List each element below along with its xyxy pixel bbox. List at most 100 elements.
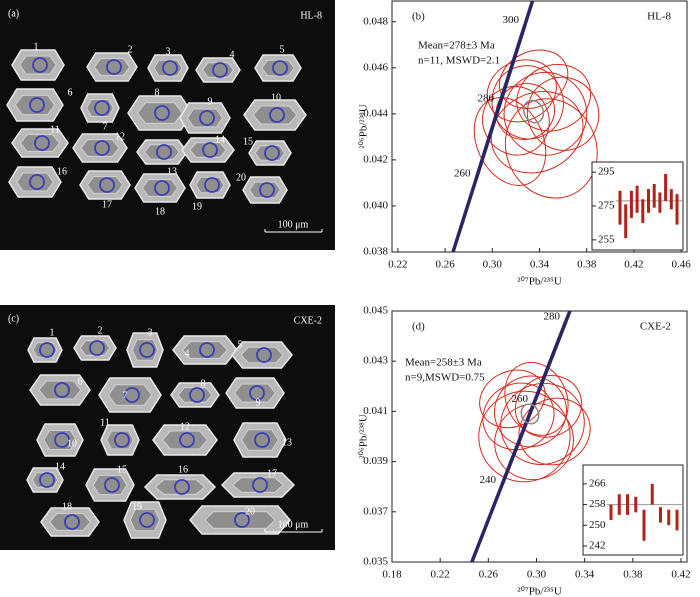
y-tick-label: 0.043 (363, 355, 388, 367)
zircon-zoning (86, 176, 124, 194)
y-tick-label: 0.045 (363, 305, 388, 317)
age-bar (658, 192, 662, 213)
x-tick-label: 0.46 (671, 259, 691, 271)
inset-tick-label: 250 (589, 519, 606, 531)
analysis-spot (139, 342, 155, 358)
y-tick-label: 0.037 (363, 505, 388, 517)
grain-number: 7 (123, 390, 128, 401)
grain-number: 9 (208, 96, 213, 107)
grain-number: 15 (117, 464, 127, 475)
grain-number: 11 (100, 417, 110, 428)
zircon-zoning (161, 430, 209, 450)
age-label: 300 (502, 14, 519, 26)
zircon-zoning (16, 172, 54, 192)
age-bar (667, 509, 671, 526)
age-marker (474, 176, 478, 180)
zircon-zoning (19, 134, 61, 152)
error-ellipse (482, 85, 550, 156)
y-tick-label: 0.035 (363, 556, 388, 568)
x-tick-label: 0.30 (527, 569, 547, 581)
x-tick-label: 0.42 (624, 259, 643, 271)
grain-number: 11 (50, 124, 60, 135)
age-bar (647, 189, 650, 213)
zircon-zoning (189, 142, 227, 158)
age-marker (564, 319, 568, 323)
analysis-spot (104, 477, 120, 493)
grain-number: 7 (103, 121, 108, 132)
age-label: 260 (454, 167, 471, 179)
grain-number: 6 (68, 87, 73, 98)
zircon-zoning (252, 105, 298, 125)
age-marker (498, 101, 502, 105)
y-tick-label: 0.042 (363, 153, 388, 165)
analysis-spot (189, 387, 205, 403)
grain-number: 20 (245, 506, 255, 517)
analysis-spot (32, 57, 48, 73)
analysis-spot (54, 432, 70, 448)
grain-number: 4 (230, 49, 235, 60)
grain-number: 17 (102, 199, 112, 210)
zircon-zoning (204, 511, 276, 529)
zircon-zoning (31, 472, 59, 488)
x-tick-label: 0.30 (483, 259, 503, 271)
x-tick-label: 0.26 (435, 259, 455, 271)
analysis-spot (94, 100, 110, 116)
analysis-spot (39, 342, 55, 358)
analysis-spot (204, 177, 220, 193)
age-label: 280 (543, 311, 560, 323)
error-ellipse (494, 402, 574, 481)
x-tick-label: 0.22 (388, 259, 407, 271)
analysis-spot (39, 472, 55, 488)
error-ellipse (504, 98, 598, 199)
y-tick-label: 0.044 (363, 107, 388, 119)
zircon-zoning (186, 108, 224, 128)
zircon-zoning (232, 477, 284, 493)
grain-number: 3 (148, 327, 153, 338)
analysis-spot (259, 182, 275, 198)
ellipses (470, 311, 591, 562)
grain-number: 14 (55, 461, 65, 472)
analysis-spot (34, 135, 50, 151)
panel-label: (d) (412, 321, 425, 333)
age-bar (624, 204, 628, 239)
age-label: 260 (511, 393, 528, 405)
annotation: Mean=278±3 Ma (418, 40, 495, 52)
zircon-zoning (92, 474, 128, 496)
analysis-spot (212, 62, 228, 78)
x-tick-label: 0.38 (577, 259, 597, 271)
zircon-zoning (201, 62, 235, 78)
y-axis-label: ²⁰⁶Pb/²³⁸U (358, 414, 370, 459)
error-ellipse (495, 83, 556, 141)
age-bar (634, 496, 638, 513)
grain-number: 15 (243, 136, 253, 147)
grain-number: 5 (238, 339, 243, 350)
grain-number: 13 (282, 437, 292, 448)
zircon-zoning (143, 144, 181, 160)
zircon-zoning (19, 55, 57, 75)
panel-label: (b) (412, 11, 425, 23)
grain-number: 9 (256, 397, 261, 408)
zircon-zoning (80, 139, 120, 157)
analysis-spot (139, 512, 155, 528)
inset-tick-label: 266 (589, 477, 606, 489)
grain-number: 20 (236, 172, 246, 183)
zircon-zoning (107, 384, 153, 406)
analysis-spot (179, 432, 195, 448)
analysis-spot (64, 514, 80, 530)
grain-number: 2 (98, 325, 103, 336)
zircon-zoning (240, 346, 284, 364)
y-tick-label: 0.048 (363, 15, 388, 27)
analysis-spot (29, 97, 45, 113)
x-tick-label: 0.34 (575, 569, 595, 581)
x-tick-label: 0.34 (530, 259, 550, 271)
zircon-zoning (177, 387, 213, 403)
error-ellipse (482, 382, 555, 451)
analysis-spot (94, 140, 110, 156)
zircon-zoning (141, 179, 179, 197)
y-axis-label: ²⁰⁶Pb/²³⁸U (358, 104, 370, 149)
age-bar (664, 173, 668, 201)
y-tick-label: 0.041 (363, 405, 388, 417)
age-label: 280 (477, 92, 494, 104)
mean-ellipse (523, 99, 545, 124)
